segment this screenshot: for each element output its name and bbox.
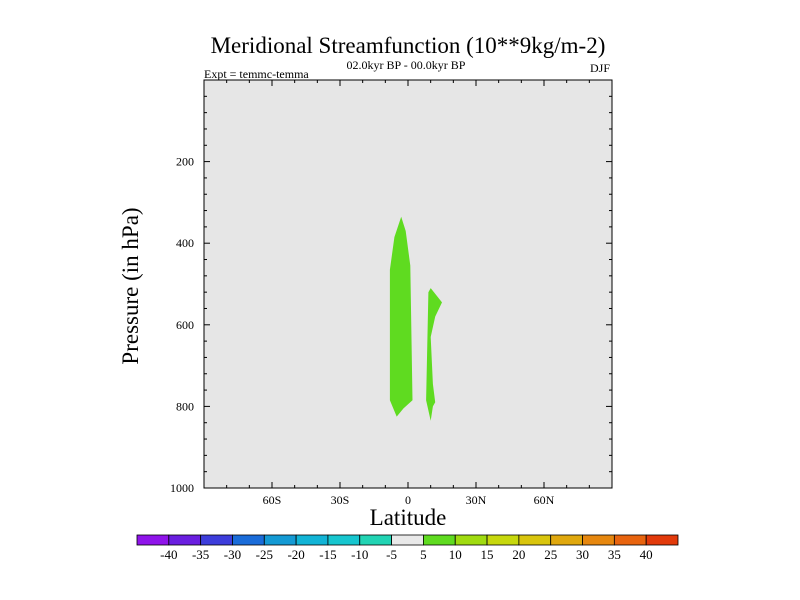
x-axis-label: Latitude <box>370 505 447 530</box>
colorbar-label: 40 <box>640 547 653 562</box>
colorbar-swatch <box>582 534 615 546</box>
colorbar-swatch <box>359 534 392 546</box>
contour-regions <box>389 216 442 421</box>
colorbar-label: 20 <box>512 547 525 562</box>
colorbar-swatch <box>518 534 552 546</box>
colorbar-swatch <box>613 534 647 546</box>
chart-subtitle: 02.0kyr BP - 00.0kyr BP <box>347 58 466 72</box>
x-tick-label: 30N <box>466 493 487 507</box>
colorbar-label: 5 <box>420 547 427 562</box>
colorbar-label: -10 <box>351 547 368 562</box>
colorbar-swatch <box>200 534 233 546</box>
x-tick-labels: 60S 30S 0 30N 60N <box>263 493 555 507</box>
colorbar-swatch <box>136 534 170 546</box>
colorbar-label: -30 <box>224 547 241 562</box>
x-tick-label: 60S <box>263 493 282 507</box>
axis-ticks <box>203 80 613 489</box>
x-tick-label: 30S <box>331 493 350 507</box>
y-tick-label: 400 <box>176 236 194 250</box>
colorbar-label: 25 <box>544 547 557 562</box>
colorbar-labels: -40 -35 -30 -25 -20 -15 -10 -5 5 10 15 20 25 30 35 40 <box>160 547 653 562</box>
y-tick-label: 200 <box>176 155 194 169</box>
colorbar-label: 30 <box>576 547 589 562</box>
colorbar-swatch <box>263 534 297 546</box>
colorbar-swatch <box>645 534 679 546</box>
colorbar-swatch <box>168 534 202 546</box>
colorbar-swatch <box>423 534 456 546</box>
y-tick-label: 600 <box>176 318 194 332</box>
x-tick-label: 0 <box>405 493 411 507</box>
chart-title: Meridional Streamfunction (10**9kg/m-2) <box>211 33 606 58</box>
colorbar-label: -20 <box>287 547 304 562</box>
y-axis-label: Pressure (in hPa) <box>118 207 143 364</box>
colorbar-label: -15 <box>319 547 336 562</box>
colorbar-label: -5 <box>386 547 397 562</box>
colorbar-swatch <box>391 534 424 546</box>
season-label: DJF <box>590 61 610 75</box>
y-tick-label: 800 <box>176 399 194 413</box>
y-tick-label: 1000 <box>170 481 194 495</box>
colorbar-label: 15 <box>481 547 494 562</box>
colorbar-label: -25 <box>256 547 273 562</box>
colorbar-swatch <box>327 534 361 546</box>
colorbar-swatch <box>454 534 488 546</box>
colorbar-label: -40 <box>160 547 177 562</box>
colorbar-swatch <box>295 534 329 546</box>
colorbar-label: -35 <box>192 547 209 562</box>
colorbar-swatch <box>550 534 583 546</box>
colorbar-swatch <box>486 534 520 546</box>
contour-central-cell <box>389 216 413 417</box>
x-tick-label: 60N <box>534 493 555 507</box>
colorbar-label: 35 <box>608 547 621 562</box>
colorbar <box>136 534 679 546</box>
colorbar-label: 10 <box>449 547 462 562</box>
contour-northern-cell <box>426 288 442 421</box>
experiment-label: Expt = temmc-temma <box>204 67 309 81</box>
y-tick-labels: 200 400 600 800 1000 <box>170 155 194 495</box>
colorbar-swatch <box>232 534 265 546</box>
